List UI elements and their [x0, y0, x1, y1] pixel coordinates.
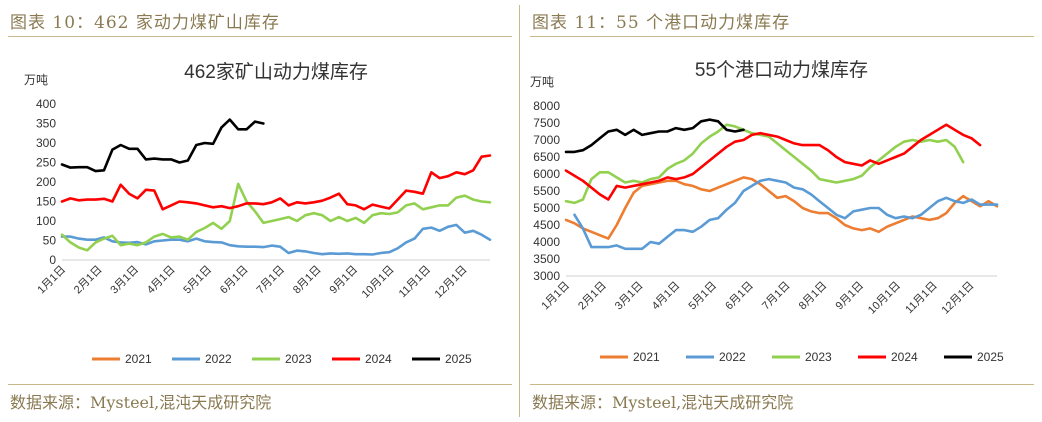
left-x-tick-label: 8月1日: [291, 264, 324, 297]
left-x-tick-label: 3月1日: [108, 264, 141, 297]
right-legend-label-2023: 2023: [805, 350, 832, 364]
left-y-tick-label: 300: [36, 136, 56, 150]
left-series-2025-line: [60, 118, 265, 173]
left-series-2022-line: [60, 223, 492, 256]
left-x-tick-label: 9月1日: [327, 264, 360, 297]
left-chart-title: 462家矿山动力煤库存: [184, 61, 368, 83]
right-x-tick-label: 10月1日: [866, 280, 903, 317]
left-y-tick-label: 350: [36, 117, 56, 131]
right-x-tick-label: 9月1日: [834, 280, 867, 313]
left-y-tick-label: 150: [36, 195, 56, 209]
left-legend-label-2021: 2021: [125, 352, 152, 366]
left-y-tick-label: 0: [49, 253, 56, 267]
left-source: 数据来源：Mysteel,混沌天成研究院: [10, 393, 272, 412]
left-legend-label-2025: 2025: [445, 352, 472, 366]
right-chart-title: 55个港口动力煤库存: [695, 59, 868, 81]
left-x-tick-label: 6月1日: [218, 264, 251, 297]
right-legend-label-2025: 2025: [977, 350, 1004, 364]
left-y-tick-label: 50: [43, 234, 57, 248]
left-y-tick-label: 250: [36, 156, 56, 170]
right-x-tick-label: 12月1日: [939, 280, 976, 317]
right-x-tick-label: 7月1日: [760, 280, 793, 313]
right-y-tick-label: 7500: [533, 116, 560, 130]
left-panel: 图表 10：462 家动力煤矿山库存 462家矿山动力煤库存万吨 0 50 100 15…: [0, 0, 520, 422]
right-x-tick-label: 11月1日: [903, 280, 939, 316]
left-top-rule: [8, 36, 512, 37]
right-y-tick-label: 7000: [533, 133, 560, 147]
right-x-tick-label: 8月1日: [797, 280, 830, 313]
left-x-tick-label: 11月1日: [397, 264, 433, 300]
right-x-tick-label: 3月1日: [613, 280, 646, 313]
right-legend-label-2024: 2024: [891, 350, 918, 364]
left-y-tick-label: 400: [36, 97, 56, 111]
right-source: 数据来源：Mysteel,混沌天成研究院: [532, 393, 794, 412]
panel-divider: [519, 5, 520, 417]
right-x-tick-label: 4月1日: [650, 280, 683, 313]
right-y-tick-label: 3500: [533, 252, 560, 266]
left-figure-label: 图表 10：462 家动力煤矿山库存: [10, 13, 280, 33]
right-legend-label-2021: 2021: [633, 350, 660, 364]
right-y-tick-label: 8000: [533, 99, 560, 113]
left-bottom-rule: [8, 384, 512, 385]
right-panel: 图表 11：55 个港口动力煤库存 55个港口动力煤库存万吨 3000 3500 40…: [522, 0, 1042, 422]
left-x-tick-label: 4月1日: [145, 264, 178, 297]
left-series-2023-line: [60, 182, 492, 252]
right-x-tick-label: 2月1日: [576, 280, 609, 313]
right-y-tick-label: 3000: [533, 269, 560, 283]
right-legend-label-2022: 2022: [719, 350, 746, 364]
right-series-2024-line: [564, 123, 982, 201]
right-series-2025-line: [564, 118, 745, 154]
right-y-tick-label: 6000: [533, 167, 560, 181]
left-x-tick-label: 1月1日: [35, 264, 68, 297]
right-x-tick-label: 1月1日: [539, 280, 572, 313]
right-y-tick-label: 6500: [533, 150, 560, 164]
right-top-rule: [530, 36, 1034, 37]
left-x-tick-label: 12月1日: [433, 264, 470, 301]
left-x-tick-label: 7月1日: [254, 264, 287, 297]
right-x-tick-label: 5月1日: [686, 280, 719, 313]
right-y-unit-label: 万吨: [530, 75, 554, 89]
right-figure-label: 图表 11：55 个港口动力煤库存: [532, 13, 791, 33]
right-y-tick-label: 5000: [533, 201, 560, 215]
left-x-tick-label: 10月1日: [360, 264, 397, 301]
left-y-tick-label: 100: [36, 214, 56, 228]
right-bottom-rule: [530, 384, 1034, 385]
right-y-tick-label: 4500: [533, 218, 560, 232]
left-x-tick-label: 5月1日: [181, 264, 214, 297]
right-series-2021-line: [564, 176, 999, 240]
left-y-unit-label: 万吨: [24, 73, 48, 87]
left-legend-label-2023: 2023: [285, 352, 312, 366]
right-x-tick-label: 6月1日: [723, 280, 756, 313]
right-series-2023-line: [564, 123, 965, 205]
left-legend-label-2024: 2024: [365, 352, 392, 366]
left-series-2024-line: [60, 154, 492, 211]
left-legend-label-2022: 2022: [205, 352, 232, 366]
right-y-tick-label: 4000: [533, 235, 560, 249]
right-y-tick-label: 5500: [533, 184, 560, 198]
left-x-tick-label: 2月1日: [72, 264, 105, 297]
left-y-tick-label: 200: [36, 175, 56, 189]
right-series-2022-line: [573, 177, 999, 251]
